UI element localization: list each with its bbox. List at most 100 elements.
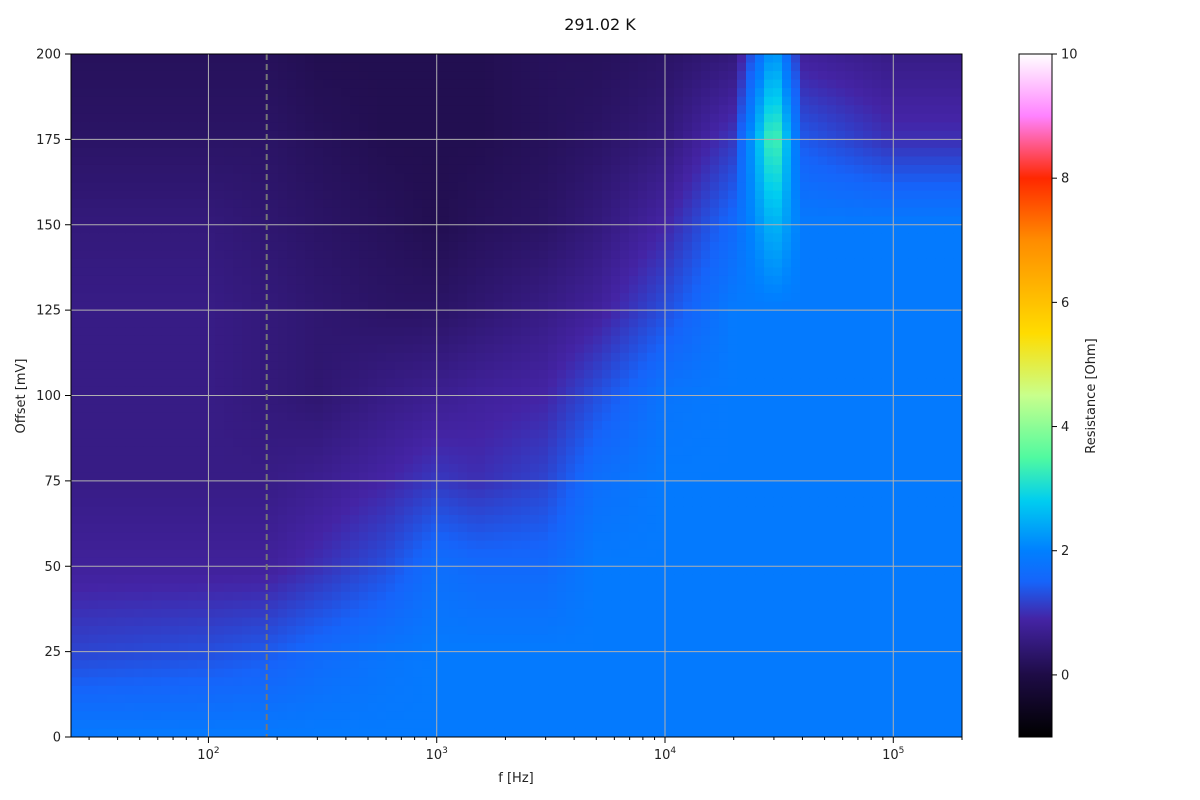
heatmap-cell [440,130,450,140]
heatmap-cell [116,250,126,260]
heatmap-cell [773,130,783,140]
heatmap-cell [440,139,450,149]
heatmap-cell [332,250,342,260]
heatmap-cell [251,463,261,473]
heatmap-cell [350,318,360,328]
heatmap-cell [368,310,378,320]
heatmap-cell [80,293,90,303]
heatmap-cell [197,395,207,405]
heatmap-cell [278,88,288,98]
heatmap-cell [926,233,936,243]
heatmap-cell [764,301,774,311]
heatmap-cell [323,386,333,397]
heatmap-cell [953,421,962,431]
heatmap-cell [692,130,702,140]
heatmap-cell [107,352,117,362]
heatmap-cell [926,463,936,473]
heatmap-cell [179,54,189,64]
heatmap-cell [611,395,621,405]
heatmap-cell [629,335,639,345]
heatmap-cell [143,71,153,81]
heatmap-cell [314,182,324,192]
heatmap-cell [575,105,585,115]
heatmap-cell [224,275,234,286]
heatmap-cell [890,386,900,397]
heatmap-cell [818,310,828,320]
heatmap-cell [332,455,342,465]
heatmap-cell [710,421,720,431]
heatmap-cell [665,438,675,448]
heatmap-cell [809,301,819,311]
heatmap-cell [107,429,117,439]
heatmap-cell [854,284,864,294]
heatmap-cell [404,258,414,269]
heatmap-cell [539,335,549,345]
heatmap-cell [953,267,962,277]
heatmap-cell [476,318,486,328]
heatmap-cell [260,284,270,294]
heatmap-cell [89,54,99,64]
heatmap-cell [116,463,126,473]
heatmap-cell [188,412,198,422]
heatmap-cell [125,71,135,81]
heatmap-cell [800,71,810,81]
heatmap-cell [107,293,117,303]
heatmap-cell [71,105,81,115]
heatmap-cell [692,284,702,294]
heatmap-cell [818,156,828,166]
heatmap-cell [791,62,801,72]
heatmap-cell [125,54,135,64]
heatmap-cell [287,241,297,251]
heatmap-cell [359,224,369,234]
heatmap-cell [89,446,99,456]
heatmap-cell [872,335,882,345]
heatmap-cell [179,258,189,269]
heatmap-cell [719,352,729,362]
heatmap-cell [125,216,135,226]
heatmap-cell [449,258,459,269]
heatmap-cell [71,455,81,465]
heatmap-cell [206,463,216,473]
heatmap-cell [215,369,225,380]
heatmap-cell [431,395,441,405]
heatmap-cell [764,429,774,439]
heatmap-cell [764,96,774,106]
heatmap-cell [665,122,675,132]
heatmap-cell [656,54,666,64]
heatmap-cell [746,216,756,226]
heatmap-cell [719,421,729,431]
heatmap-cell [314,318,324,328]
heatmap-cell [215,395,225,405]
heatmap-cell [179,147,189,158]
heatmap-cell [206,327,216,337]
heatmap-cell [737,412,747,422]
heatmap-cell [620,147,630,158]
heatmap-cell [251,327,261,337]
heatmap-cell [296,386,306,397]
heatmap-cell [935,344,945,354]
heatmap-cell [332,147,342,158]
heatmap-cell [458,344,468,354]
heatmap-cell [800,113,810,123]
heatmap-cell [476,293,486,303]
heatmap-cell [773,455,783,465]
heatmap-cell [872,404,882,414]
heatmap-cell [215,378,225,388]
heatmap-cell [233,139,243,149]
heatmap-cell [620,182,630,192]
heatmap-cell [215,233,225,243]
heatmap-cell [458,293,468,303]
heatmap-cell [251,275,261,286]
heatmap-cell [611,182,621,192]
heatmap-cell [485,335,495,345]
heatmap-cell [341,395,351,405]
heatmap-cell [134,54,144,64]
heatmap-cell [215,207,225,217]
heatmap-cell [710,113,720,123]
heatmap-cell [377,182,387,192]
heatmap-cell [692,275,702,286]
heatmap-cell [890,122,900,132]
heatmap-cell [278,446,288,456]
heatmap-cell [539,147,549,158]
heatmap-cell [881,79,891,89]
